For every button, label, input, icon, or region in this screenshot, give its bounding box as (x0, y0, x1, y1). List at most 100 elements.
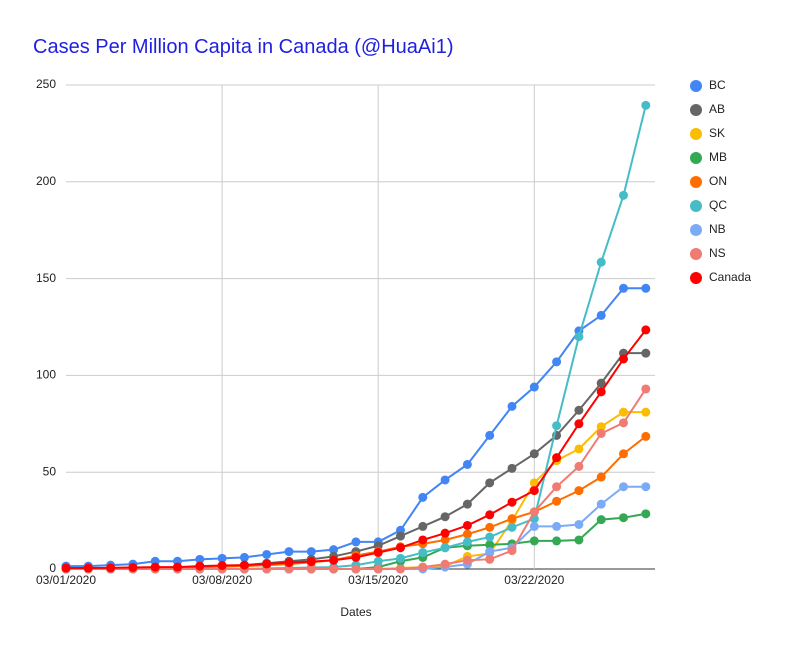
data-point (418, 548, 428, 558)
data-point (440, 535, 450, 545)
data-point (306, 547, 316, 557)
data-point (128, 562, 138, 572)
legend-label: QC (709, 198, 727, 212)
data-point (418, 535, 428, 545)
data-point (284, 558, 294, 568)
legend-marker (690, 176, 702, 188)
data-point (596, 515, 606, 525)
data-point (641, 509, 651, 519)
data-point (217, 561, 227, 571)
data-point (574, 332, 584, 342)
data-point (619, 283, 628, 293)
data-point (106, 563, 116, 573)
data-point (195, 554, 205, 564)
legend-label: NS (709, 246, 726, 260)
data-point (552, 421, 562, 431)
data-point (195, 561, 205, 571)
y-tick-label: 50 (43, 464, 57, 478)
data-point (619, 482, 628, 492)
data-point (596, 378, 606, 388)
legend-label: ON (709, 174, 727, 188)
legend-marker (690, 80, 702, 92)
legend-label: AB (709, 102, 725, 116)
data-point (462, 537, 472, 547)
data-point (619, 407, 628, 417)
data-point (485, 532, 495, 542)
data-point (485, 522, 495, 532)
legend-label: SK (709, 126, 725, 140)
data-point (396, 531, 405, 541)
y-tick-label: 250 (36, 77, 56, 91)
data-point (83, 563, 93, 573)
y-tick-label: 150 (36, 271, 56, 285)
data-point (440, 528, 450, 538)
legend-marker (690, 248, 702, 260)
data-point (574, 444, 584, 454)
data-point (641, 348, 651, 358)
data-point (619, 449, 628, 459)
legend-marker (690, 152, 702, 164)
data-point (507, 463, 517, 473)
chart-title: Cases Per Million Capita in Canada (@Hua… (33, 36, 454, 58)
y-tick-label: 0 (49, 561, 56, 575)
data-point (485, 540, 495, 550)
data-point (485, 430, 495, 440)
x-axis-label: Dates (340, 605, 371, 619)
data-point (351, 552, 361, 562)
legend-marker (690, 128, 702, 140)
legend-label: MB (709, 150, 727, 164)
data-point (396, 553, 405, 563)
legend-marker (690, 224, 702, 236)
data-point (574, 535, 584, 545)
data-point (485, 554, 495, 564)
data-point (418, 492, 428, 502)
data-point (574, 461, 584, 471)
data-point (485, 547, 495, 557)
data-point (329, 564, 339, 574)
data-point (396, 543, 405, 553)
data-point (596, 499, 606, 509)
data-point (529, 507, 539, 517)
data-point (641, 100, 651, 110)
data-point (529, 478, 539, 488)
data-point (440, 475, 450, 485)
data-point (641, 283, 651, 293)
data-point (61, 563, 71, 573)
x-tick-label: 03/08/2020 (192, 573, 252, 587)
x-tick-label: 03/15/2020 (348, 573, 408, 587)
data-point (351, 564, 361, 574)
data-point (462, 499, 472, 509)
legend-marker (690, 272, 702, 284)
legend-label: NB (709, 222, 726, 236)
legend-marker (690, 104, 702, 116)
data-point (529, 536, 539, 546)
data-point (462, 529, 472, 539)
data-point (552, 536, 562, 546)
data-point (373, 564, 383, 574)
legend-marker (690, 200, 702, 212)
data-point (529, 486, 539, 496)
data-point (507, 514, 517, 524)
data-point (619, 354, 628, 364)
data-point (574, 419, 584, 429)
data-point (284, 547, 294, 557)
data-point (641, 482, 651, 492)
data-point (440, 543, 450, 553)
data-point (552, 357, 562, 367)
data-point (462, 520, 472, 530)
data-point (306, 564, 316, 574)
data-point (150, 562, 160, 572)
data-point (574, 486, 584, 496)
data-point (217, 553, 227, 563)
data-point (619, 418, 628, 428)
data-point (574, 405, 584, 415)
data-point (351, 537, 361, 547)
data-point (485, 478, 495, 488)
data-point (552, 496, 562, 506)
data-point (306, 557, 316, 567)
data-point (641, 407, 651, 417)
y-tick-label: 100 (36, 368, 56, 382)
y-tick-label: 200 (36, 174, 56, 188)
data-point (262, 549, 272, 559)
data-point (329, 545, 339, 555)
